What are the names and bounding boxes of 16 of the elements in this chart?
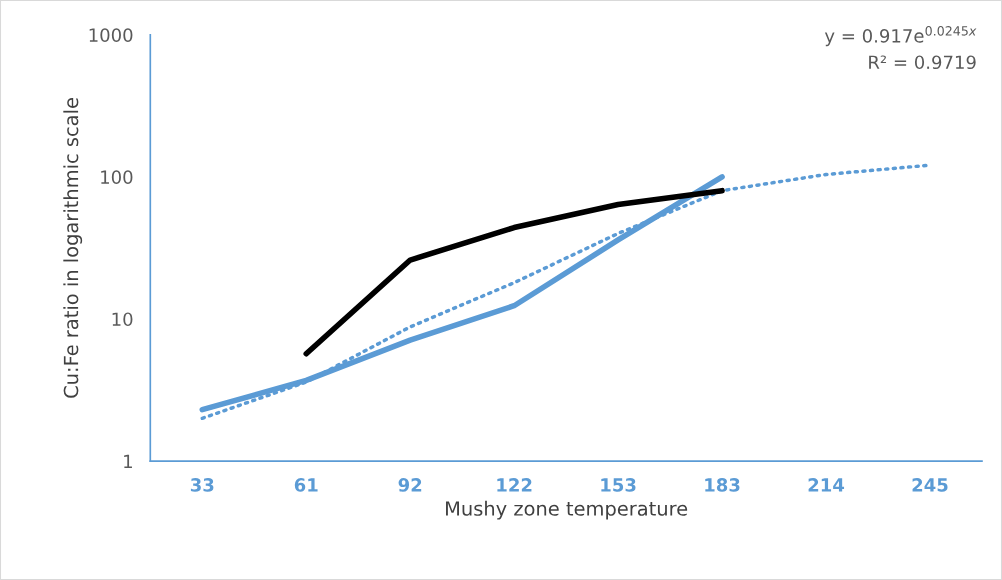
x-tick-label: 153 xyxy=(601,478,636,492)
x-tick-label: 214 xyxy=(808,478,845,492)
y-axis-title: Cu:Fe ratio in logarithmic scale xyxy=(63,98,83,398)
y-tick-label: 1 xyxy=(124,454,132,468)
annotation: R² = 0.9719 xyxy=(869,55,976,70)
x-tick-label: 61 xyxy=(294,478,318,492)
y-tick-label: 100 xyxy=(101,170,133,185)
x-tick-label: 92 xyxy=(398,478,422,492)
x-tick-label: 122 xyxy=(497,478,532,492)
x-axis-title: Mushy zone temperature xyxy=(446,500,688,520)
annotation: y = 0.917e$^{0.0245x}$ xyxy=(824,26,977,47)
x-tick-label: 33 xyxy=(190,478,214,492)
y-tick-label: 1000 xyxy=(89,28,133,42)
x-tick-label: 245 xyxy=(912,478,948,492)
x-tick-label: 183 xyxy=(705,478,740,492)
y-tick-label: 10 xyxy=(112,312,133,327)
